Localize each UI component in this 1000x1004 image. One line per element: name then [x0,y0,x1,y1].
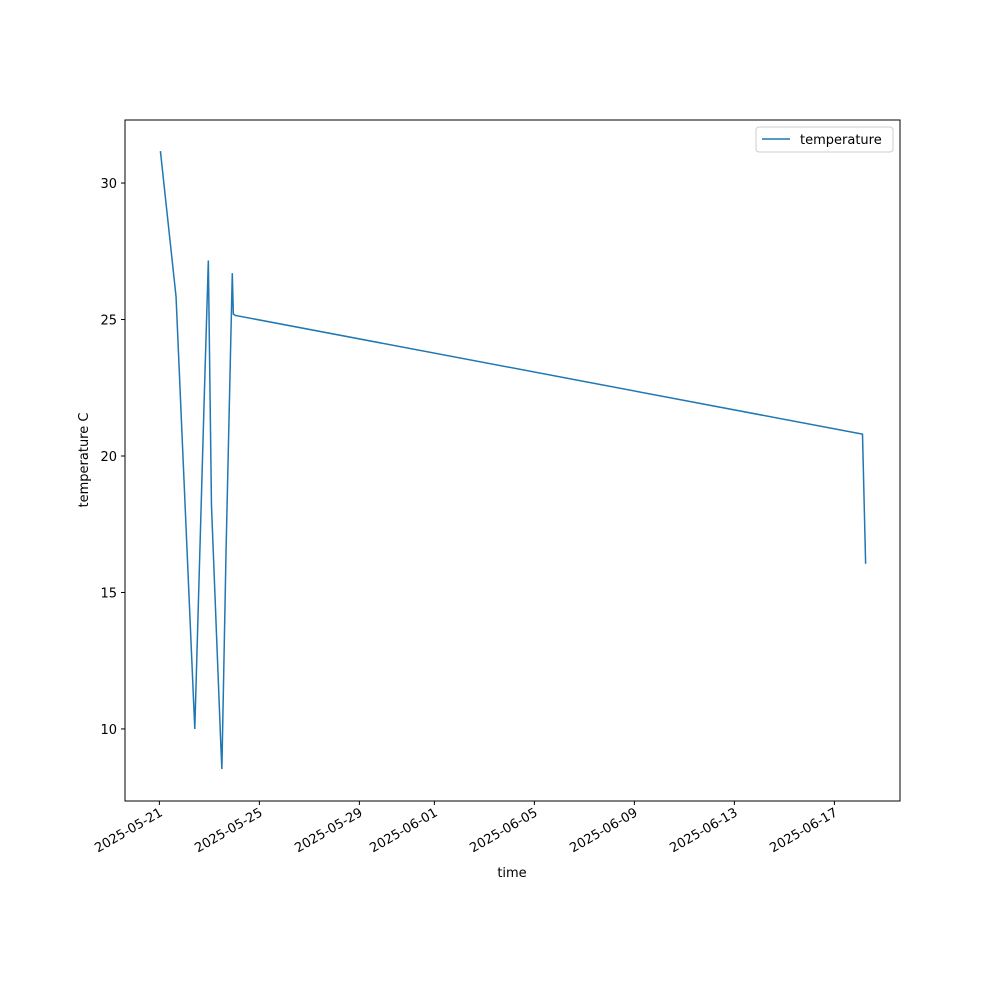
x-axis-label: time [497,866,526,881]
legend-label: temperature [800,133,882,148]
y-axis-label: temperature C [77,413,92,508]
legend-box [755,126,894,153]
plot-frame [124,119,901,802]
legend: temperature [755,126,894,153]
y-tick-label: 10 [100,723,117,738]
y-tick-label: 15 [100,586,117,601]
y-tick-label: 25 [100,314,117,329]
line [159,151,867,770]
y-tick-label: 30 [100,177,117,192]
y-tick-label: 20 [100,450,117,465]
